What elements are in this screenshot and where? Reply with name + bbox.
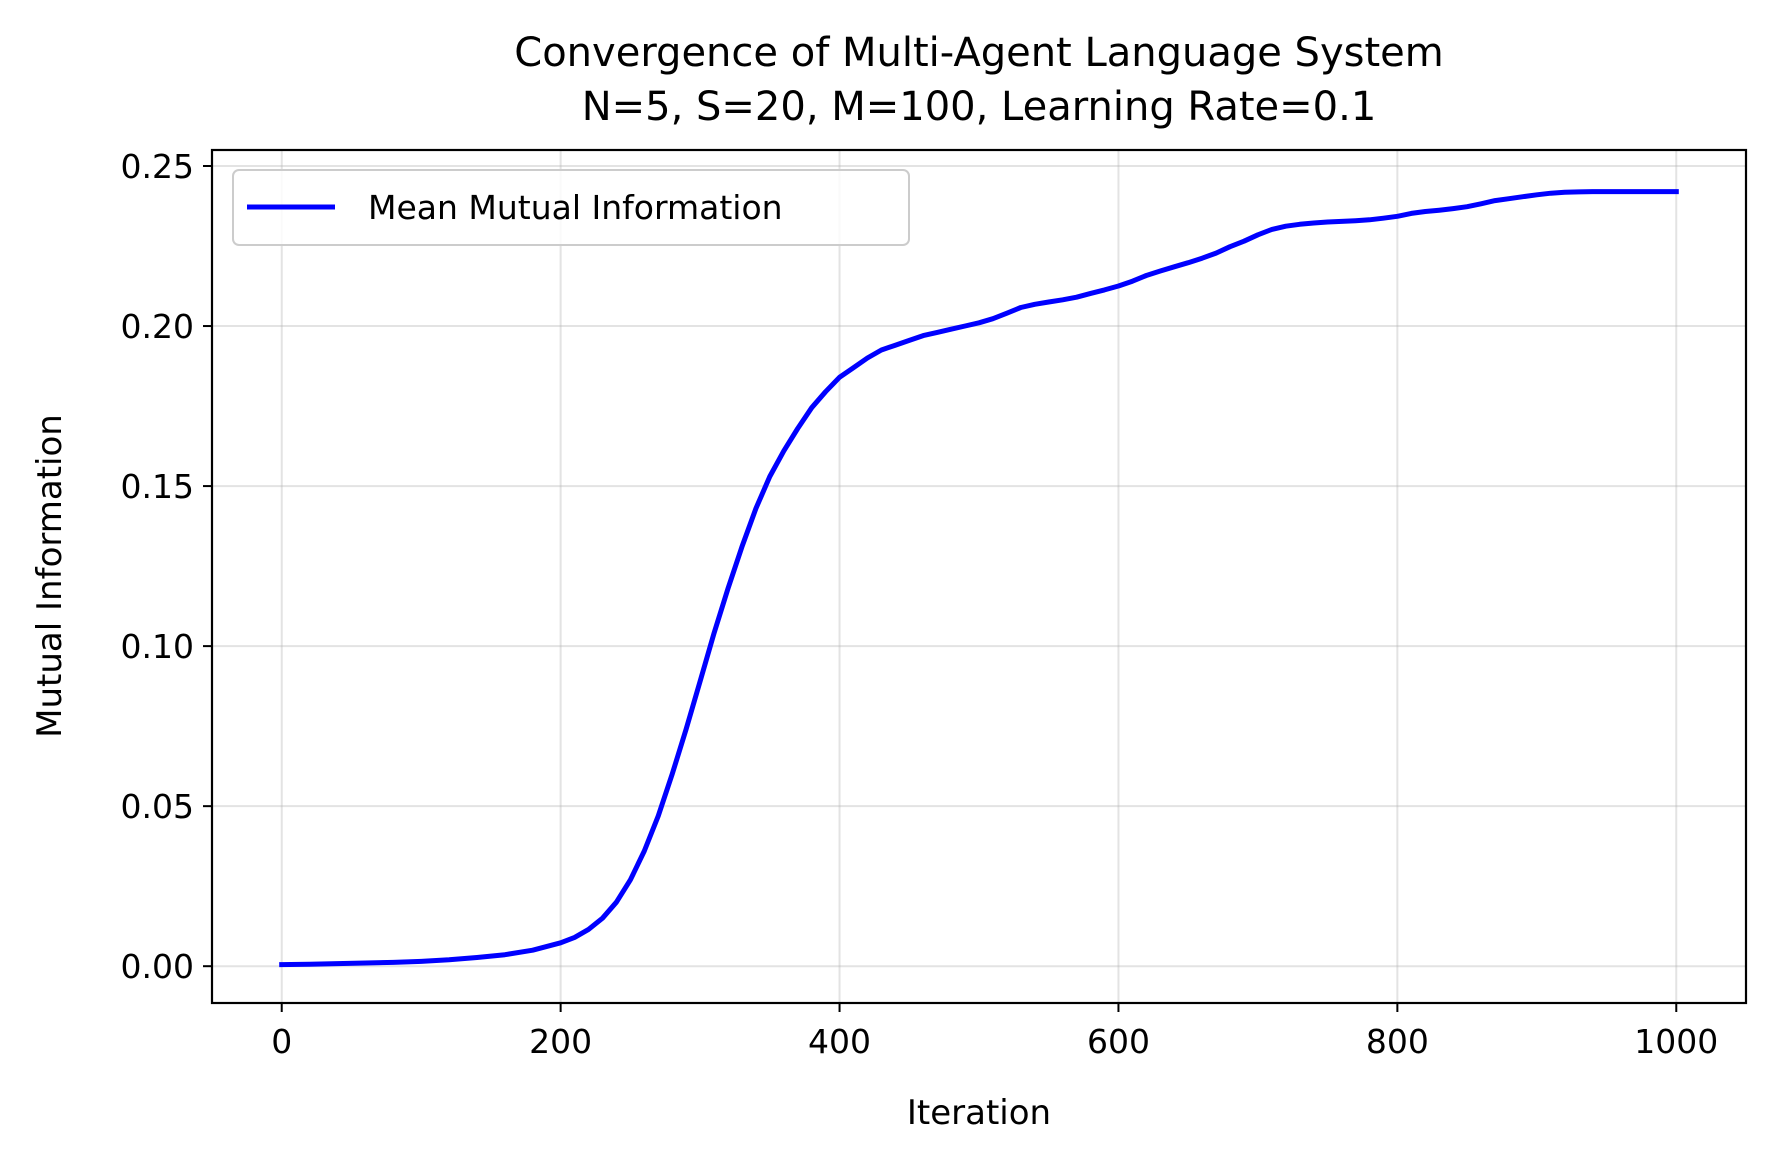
plot-frame <box>210 148 1748 1005</box>
y-axis-label: Mutual Information <box>30 414 70 738</box>
y-tick-label: 0.15 <box>121 467 194 506</box>
x-tick-label: 200 <box>529 1022 592 1061</box>
x-axis-ticks: 0 200 400 600 800 1000 <box>271 1003 1718 1061</box>
series-line-mean-mutual-information <box>279 189 1679 968</box>
series-lines <box>279 189 1679 968</box>
chart-subtitle: N=5, S=20, M=100, Learning Rate=0.1 <box>582 84 1377 130</box>
y-tick-label: 0.25 <box>121 147 194 186</box>
grid-lines <box>212 150 1746 1003</box>
x-tick-label: 400 <box>808 1022 871 1061</box>
x-tick-label: 800 <box>1366 1022 1429 1061</box>
x-tick-label: 0 <box>271 1022 292 1061</box>
x-axis-label: Iteration <box>907 1093 1051 1133</box>
y-tick-label: 0.10 <box>121 627 194 666</box>
y-tick-label: 0.20 <box>121 307 194 346</box>
y-axis-ticks: 0.00 0.05 0.10 0.15 0.20 0.25 <box>121 147 212 986</box>
y-tick-label: 0.05 <box>121 787 194 826</box>
chart-title: Convergence of Multi-Agent Language Syst… <box>514 30 1443 76</box>
y-tick-label: 0.00 <box>121 947 194 986</box>
legend-label: Mean Mutual Information <box>368 188 783 227</box>
legend-box <box>232 169 910 246</box>
legend: Mean Mutual Information <box>232 169 910 246</box>
x-tick-label: 1000 <box>1634 1022 1718 1061</box>
x-tick-label: 600 <box>1087 1022 1150 1061</box>
